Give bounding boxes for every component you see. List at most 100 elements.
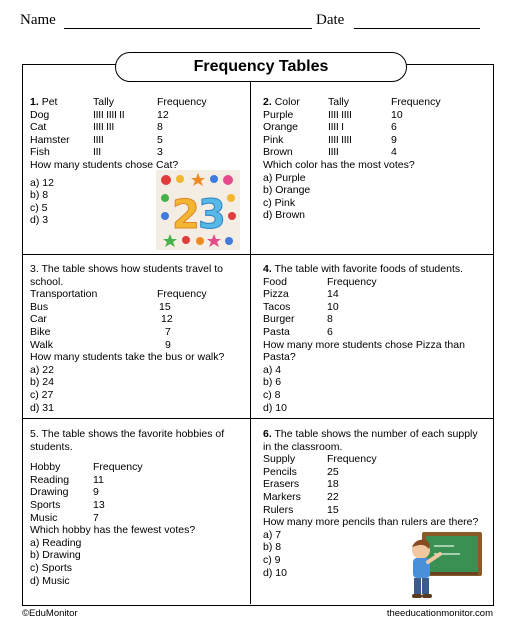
- worksheet-title: Frequency Tables: [115, 52, 407, 82]
- answer-option[interactable]: d) Brown: [263, 209, 306, 222]
- question-text: Which hobby has the fewest votes?: [30, 524, 196, 537]
- column-item: Color: [274, 96, 300, 108]
- svg-text:2: 2: [172, 192, 200, 238]
- column-frequency: Frequency: [327, 275, 377, 288]
- answer-option[interactable]: b) Drawing: [30, 549, 81, 562]
- question-text: How many more students chose Pizza than: [263, 338, 465, 351]
- answer-option[interactable]: c) 8: [263, 388, 281, 401]
- table-row: Reading 11: [30, 473, 104, 486]
- table-row: Dog IIII IIII II 12: [30, 108, 169, 121]
- table-row: Burger 8: [263, 313, 333, 326]
- column-tally: Tally: [328, 96, 350, 108]
- answer-option[interactable]: c) Pink: [263, 196, 296, 209]
- question-intro: 6. The table shows the number of each su…: [263, 428, 478, 440]
- table-row: Drawing 9: [30, 486, 99, 499]
- answer-option[interactable]: c) 27: [30, 388, 54, 401]
- question-intro: students.: [30, 440, 73, 453]
- table-row: Car 12: [30, 313, 173, 326]
- table-header: Food Frequency: [263, 276, 489, 289]
- answer-option[interactable]: b) 24: [30, 376, 54, 389]
- row-divider-2: [22, 418, 494, 419]
- svg-text:3: 3: [198, 192, 226, 238]
- question-intro: 4. The table with favorite foods of stud…: [263, 263, 464, 275]
- question-3: 3. The table shows how students travel t…: [30, 263, 248, 414]
- question-6: 6. The table shows the number of each su…: [263, 428, 489, 579]
- column-item: Transportation: [30, 288, 98, 301]
- question-intro: 5. The table shows the favorite hobbies …: [30, 428, 225, 440]
- question-text: Pasta?: [263, 351, 296, 364]
- question-text: How many more pencils than rulers are th…: [263, 516, 479, 529]
- column-frequency: Frequency: [157, 96, 207, 108]
- answer-option[interactable]: c) Sports: [30, 561, 73, 574]
- column-item: Pet: [41, 96, 58, 108]
- table-row: Fish III 3: [30, 146, 163, 159]
- table-row: Tacos 10: [263, 300, 339, 313]
- answer-option[interactable]: d) 3: [30, 214, 49, 227]
- question-2: 2. Color Tally Frequency Purple IIII IIII…: [263, 96, 489, 222]
- table-row: Bus 15: [30, 300, 171, 313]
- worksheet-header: Name Date: [20, 10, 499, 32]
- question-text: How many students chose Cat?: [30, 158, 179, 171]
- table-row: Walk 9: [30, 338, 171, 351]
- name-line[interactable]: [64, 28, 312, 29]
- date-label: Date: [316, 12, 345, 28]
- table-header: 2. Color Tally Frequency: [263, 96, 489, 109]
- answer-option[interactable]: b) 6: [263, 376, 282, 389]
- table-row: Markers 22: [263, 490, 339, 503]
- table-header: 1. Pet Tally Frequency: [30, 96, 248, 109]
- question-number: 1.: [30, 96, 39, 108]
- table-row: Erasers 18: [263, 478, 339, 491]
- table-row: Rulers 15: [263, 503, 339, 516]
- answer-option[interactable]: a) 12: [30, 176, 54, 189]
- table-row: Purple IIII IIII 10: [263, 108, 403, 121]
- table-header: Supply Frequency: [263, 453, 489, 466]
- table-row: Pencils 25: [263, 465, 339, 478]
- column-item: Hobby: [30, 461, 61, 474]
- answer-option[interactable]: b) 8: [30, 189, 49, 202]
- answer-option[interactable]: c) 5: [30, 201, 48, 214]
- table-row: Brown IIII 4: [263, 146, 397, 159]
- name-label: Name: [20, 12, 56, 28]
- column-tally: Tally: [93, 96, 115, 108]
- question-number: 4.: [263, 263, 272, 275]
- date-line[interactable]: [354, 28, 480, 29]
- column-frequency: Frequency: [93, 461, 143, 474]
- footer-website[interactable]: theeducationmonitor.com: [386, 608, 493, 619]
- question-4: 4. The table with favorite foods of stud…: [263, 263, 489, 414]
- table-row: Cat IIII III 8: [30, 121, 163, 134]
- table-row: Hamster IIII 5: [30, 133, 163, 146]
- question-intro: 3. The table shows how students travel t…: [30, 263, 223, 275]
- question-text: Which color has the most votes?: [263, 158, 415, 171]
- answer-option[interactable]: d) Music: [30, 574, 70, 587]
- question-number: 6.: [263, 428, 272, 440]
- table-header: Hobby Frequency: [30, 461, 248, 474]
- answer-option[interactable]: b) Orange: [263, 184, 311, 197]
- boy-at-chalkboard-image: [404, 528, 484, 602]
- answer-option[interactable]: d) 31: [30, 401, 54, 414]
- column-item: Food: [263, 275, 287, 288]
- column-frequency: Frequency: [157, 288, 207, 301]
- table-row: Bike 7: [30, 325, 171, 338]
- table-row: Pasta 6: [263, 325, 333, 338]
- column-divider: [250, 80, 251, 604]
- answer-option[interactable]: d) 10: [263, 566, 287, 579]
- answer-option[interactable]: a) 4: [263, 363, 282, 376]
- question-number: 2.: [263, 96, 272, 108]
- answer-option[interactable]: c) 9: [263, 553, 281, 566]
- question-5: 5. The table shows the favorite hobbies …: [30, 428, 248, 587]
- answer-option[interactable]: a) Reading: [30, 536, 82, 549]
- footer-copyright: ©EduMonitor: [22, 608, 78, 619]
- answer-option[interactable]: a) 7: [263, 528, 282, 541]
- question-1: 1. Pet Tally Frequency Dog IIII IIII II 12…: [30, 96, 248, 227]
- table-header: Transportation Frequency: [30, 288, 248, 301]
- answer-option[interactable]: b) 8: [263, 541, 282, 554]
- answer-option[interactable]: a) 22: [30, 363, 54, 376]
- table-row: Sports 13: [30, 498, 105, 511]
- column-item: Supply: [263, 453, 296, 466]
- column-frequency: Frequency: [327, 453, 377, 466]
- column-frequency: Frequency: [391, 96, 441, 108]
- answer-option[interactable]: a) Purple: [263, 171, 306, 184]
- question-intro: school.: [30, 275, 64, 288]
- answer-option[interactable]: d) 10: [263, 401, 287, 414]
